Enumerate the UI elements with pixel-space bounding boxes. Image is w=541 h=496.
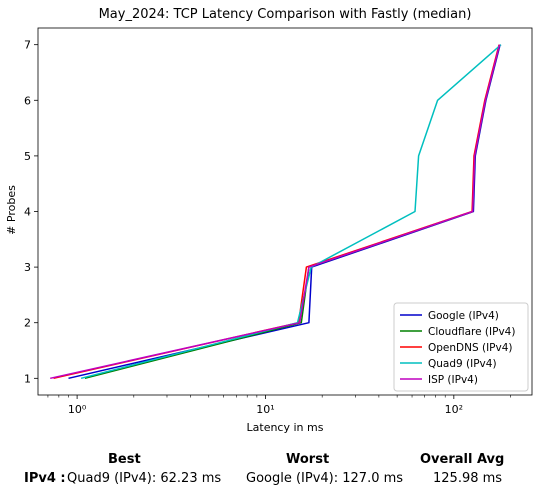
y-tick-label-3: 4: [24, 206, 31, 219]
summary-table: Best Worst Overall Avg IPv4 : Quad9 (IPv…: [0, 448, 541, 496]
legend-label-1: Cloudflare (IPv4): [428, 326, 515, 338]
legend-label-4: ISP (IPv4): [428, 374, 478, 386]
legend-box: [393, 302, 529, 392]
legend-label-2: OpenDNS (IPv4): [428, 342, 513, 354]
y-tick-label-5: 6: [24, 94, 31, 107]
chart-title: May_2024: TCP Latency Comparison with Fa…: [99, 7, 472, 22]
plot-area: 10⁰ 10¹ 10² 1 2 3 4 5 6 7 Google (IPv4) Cloudflare …: [24, 27, 533, 416]
y-tick-label-6: 7: [24, 39, 31, 52]
x-tick-label-0: 10⁰: [68, 403, 87, 416]
summary-header-best: Best: [108, 452, 141, 467]
y-tick-label-1: 2: [24, 317, 31, 330]
summary-header-overall: Overall Avg: [420, 452, 505, 467]
y-axis-label: # Probes: [5, 185, 18, 235]
y-tick-label-4: 5: [24, 150, 31, 163]
legend-label-3: Quad9 (IPv4): [428, 358, 497, 370]
summary-best-value: Quad9 (IPv4): 62.23 ms: [67, 471, 222, 486]
legend-label-0: Google (IPv4): [428, 310, 499, 322]
y-tick-label-0: 1: [24, 372, 31, 385]
summary-overall-value: 125.98 ms: [433, 471, 503, 486]
summary-row-label: IPv4 :: [24, 471, 66, 486]
series-line-4: [50, 44, 501, 380]
x-tick-label-2: 10²: [445, 403, 463, 416]
latency-chart: May_2024: TCP Latency Comparison with Fa…: [5, 7, 533, 434]
summary-header-worst: Worst: [286, 452, 330, 467]
x-axis-label: Latency in ms: [247, 421, 324, 434]
x-tick-label-1: 10¹: [256, 403, 274, 416]
y-tick-label-2: 3: [24, 261, 31, 274]
summary-worst-value: Google (IPv4): 127.0 ms: [246, 471, 404, 486]
